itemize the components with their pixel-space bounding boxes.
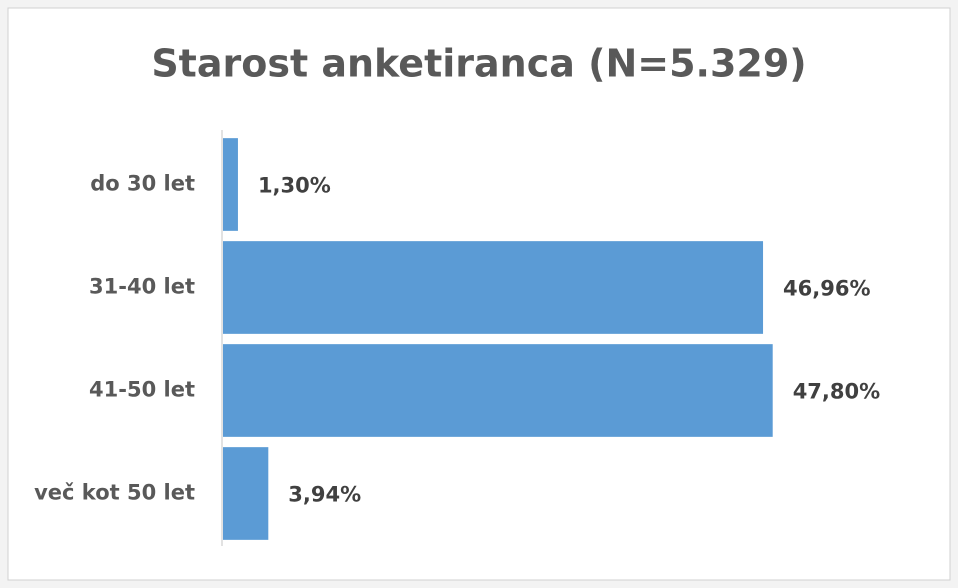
y-tick-label: do 30 let [90, 172, 195, 196]
data-label: 1,30% [258, 174, 331, 198]
data-label: 46,96% [783, 277, 870, 301]
bar [223, 138, 238, 231]
bar [223, 344, 773, 437]
chart-title: Starost anketiranca (N=5.329) [151, 42, 806, 86]
data-label: 3,94% [288, 483, 361, 507]
bar [223, 241, 764, 334]
y-tick-label: 31-40 let [89, 275, 195, 299]
y-tick-label: 41-50 let [89, 378, 195, 402]
data-label: 47,80% [793, 380, 880, 404]
y-tick-label: več kot 50 let [34, 481, 195, 505]
bar [223, 447, 269, 540]
